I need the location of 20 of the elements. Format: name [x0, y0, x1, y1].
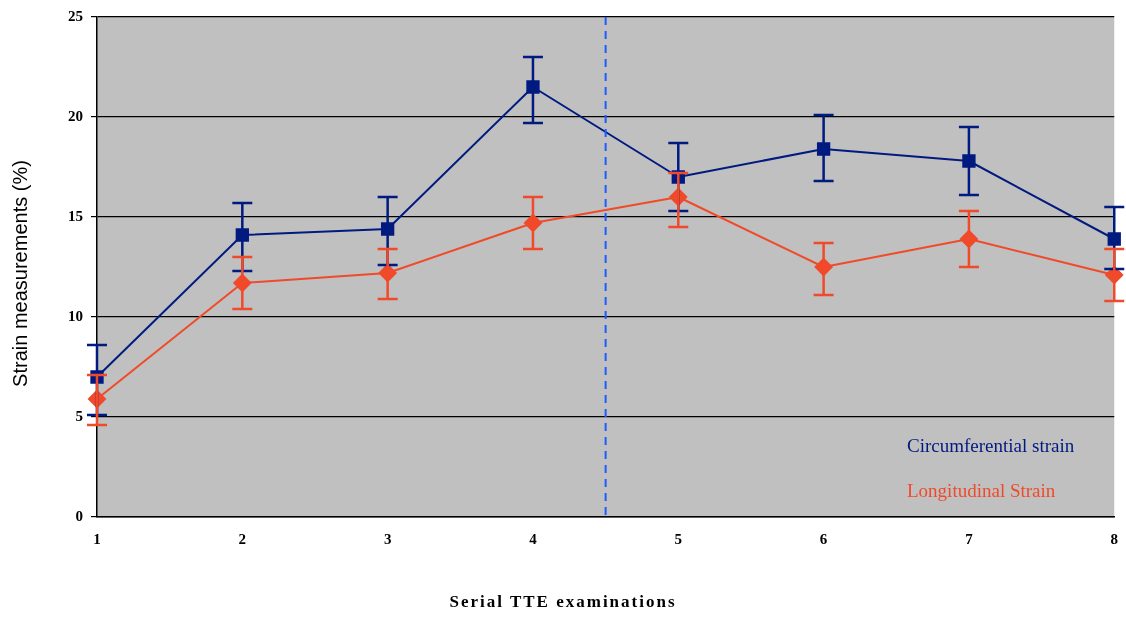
y-tick-label: 5 [75, 407, 83, 424]
y-tick-label: 25 [68, 7, 83, 24]
x-tick-label: 7 [965, 530, 974, 547]
x-tick-label: 8 [1110, 530, 1118, 547]
x-tick-label: 2 [238, 530, 247, 547]
text: Circumferential strain [907, 435, 1075, 456]
x-tick-label: 5 [674, 530, 683, 547]
y-tick-label: 15 [68, 207, 83, 224]
y-tick-label: 20 [68, 107, 83, 124]
point [526, 80, 540, 94]
y-tick-label: 10 [68, 307, 83, 324]
x-tick-label: 4 [529, 530, 538, 547]
point [962, 154, 976, 168]
text: Longitudinal Strain [907, 480, 1056, 501]
x-tick-label: 6 [819, 530, 828, 547]
x-tick-label: 3 [383, 530, 392, 547]
x-tick-label: 1 [93, 530, 101, 547]
x-axis-title: Serial TTE examinations [448, 592, 678, 612]
y-tick-label: 0 [75, 507, 83, 524]
y-axis-title: Strain measurements (%) [8, 159, 32, 389]
